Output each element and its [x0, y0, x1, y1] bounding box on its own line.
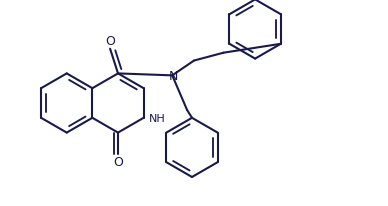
Text: NH: NH	[149, 113, 165, 123]
Text: N: N	[168, 70, 178, 82]
Text: O: O	[105, 35, 115, 48]
Text: O: O	[113, 155, 123, 168]
